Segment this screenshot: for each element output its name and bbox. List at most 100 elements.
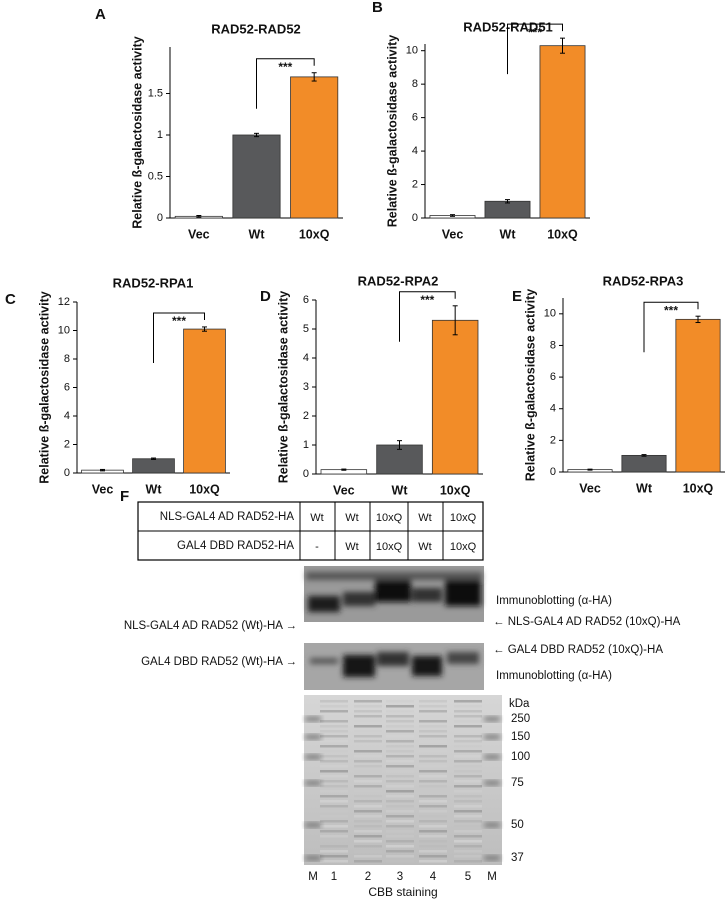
x-tick-label: Vec: [579, 481, 601, 495]
chart-title: RAD52-RPA3: [603, 273, 684, 288]
error-bar: [695, 315, 701, 324]
gel-band: [454, 765, 482, 768]
gel-band: [320, 840, 348, 843]
table-cell: 10xQ: [450, 512, 477, 524]
table-cell: Wt: [345, 512, 358, 524]
x-tick-label: Wt: [500, 227, 517, 241]
error-bar: [254, 132, 259, 138]
gel-band: [320, 835, 348, 838]
y-tick-label: 1.5: [148, 87, 163, 99]
gel-band: [419, 755, 447, 758]
gel-band: [354, 720, 382, 723]
gel-band: [454, 805, 482, 808]
gel-band: [320, 730, 348, 733]
y-tick-label: 0: [64, 467, 70, 479]
y-tick-label: 6: [412, 112, 418, 124]
gel-band: [419, 855, 447, 858]
marker-band: [484, 735, 500, 739]
gel-band: [419, 715, 447, 718]
gel-band: [354, 795, 382, 798]
blot-labels: Immunoblotting (α-HA) ← NLS-GAL4 AD RAD52…: [124, 595, 681, 682]
panel-f: F NLS-GAL4 AD RAD52-HA Wt Wt 10xQ Wt 10xQ GAL4…: [120, 488, 681, 899]
gel-band: [419, 775, 447, 778]
kda-marker: 50: [511, 819, 524, 831]
gel-band: [354, 850, 382, 853]
gel-band: [386, 795, 414, 798]
significance-label: ***: [528, 25, 542, 39]
kda-marker: 37: [511, 852, 524, 864]
y-tick-label: 3: [303, 381, 309, 393]
gel-band: [354, 840, 382, 843]
gel-band: [354, 735, 382, 738]
significance-label: ***: [420, 293, 434, 307]
gel-band: [354, 745, 382, 748]
gel-band: [320, 860, 348, 863]
significance-bracket: [153, 312, 205, 363]
gel-band: [386, 765, 414, 768]
gel-band: [454, 810, 482, 813]
gel-band: [320, 720, 348, 723]
gel-band: [320, 790, 348, 793]
gel-band: [419, 845, 447, 848]
gel-bands: kDa 250 150 100 75 50 37 M 1 2 3 4 5 M CBB staining: [305, 698, 530, 899]
gel-band: [354, 790, 382, 793]
gel-band: [419, 750, 447, 753]
gel-band: [419, 720, 447, 723]
gel-band: [454, 710, 482, 713]
table-cell: 10xQ: [376, 541, 403, 553]
gel-band: [320, 725, 348, 728]
gel-band: [419, 745, 447, 748]
x-tick-label: Vec: [333, 483, 355, 497]
x-tick-label: Wt: [636, 481, 653, 495]
gel-band: [419, 805, 447, 808]
bar: [431, 319, 479, 475]
table-row-label: GAL4 DBD RAD52-HA: [177, 540, 294, 552]
gel-band: [454, 775, 482, 778]
gel-band: [386, 730, 414, 733]
gel-band: [419, 815, 447, 818]
kda-unit: kDa: [509, 698, 530, 710]
gel-band: [419, 725, 447, 728]
error-bar: [311, 72, 317, 82]
significance-label: ***: [172, 314, 186, 328]
bar: [232, 134, 281, 219]
table-cell: Wt: [345, 541, 358, 553]
chart-title: RAD52-RPA2: [358, 273, 439, 288]
gel-band: [419, 860, 447, 863]
gel-band: [454, 800, 482, 803]
gel-band: [419, 850, 447, 853]
gel-band: [454, 785, 482, 788]
marker-band: [305, 735, 321, 739]
y-tick-label: 4: [303, 352, 309, 364]
panel-label: D: [260, 288, 271, 305]
table-cell: Wt: [418, 541, 431, 553]
gel-band: [419, 765, 447, 768]
gel-band: [320, 735, 348, 738]
error-bar: [397, 440, 402, 450]
y-axis-label: Relative ß-galactosidase activity: [37, 291, 51, 483]
gel-band: [419, 810, 447, 813]
bar: [290, 76, 339, 219]
y-tick-label: 8: [64, 353, 70, 365]
table-row-label: NLS-GAL4 AD RAD52-HA: [160, 511, 295, 523]
gel-band: [354, 845, 382, 848]
gel-band: [454, 820, 482, 823]
significance-bracket: [256, 58, 315, 109]
y-tick-label: 12: [58, 296, 70, 308]
y-tick-label: 2: [550, 434, 556, 446]
gel-band: [354, 760, 382, 763]
gel-band: [454, 715, 482, 718]
gel-band: [386, 845, 414, 848]
lane-label: 1: [331, 871, 337, 883]
gel-band: [354, 775, 382, 778]
gel-band: [354, 800, 382, 803]
gel-band: [454, 750, 482, 753]
panel-label: F: [120, 488, 129, 505]
charts: A RAD52-RAD52 Relative ß-galactosidase act…: [5, 0, 725, 497]
gel-band: [454, 815, 482, 818]
gel-band: [354, 730, 382, 733]
blot-bands: [306, 572, 482, 612]
gel-band: [386, 820, 414, 823]
gel-band: [320, 780, 348, 783]
